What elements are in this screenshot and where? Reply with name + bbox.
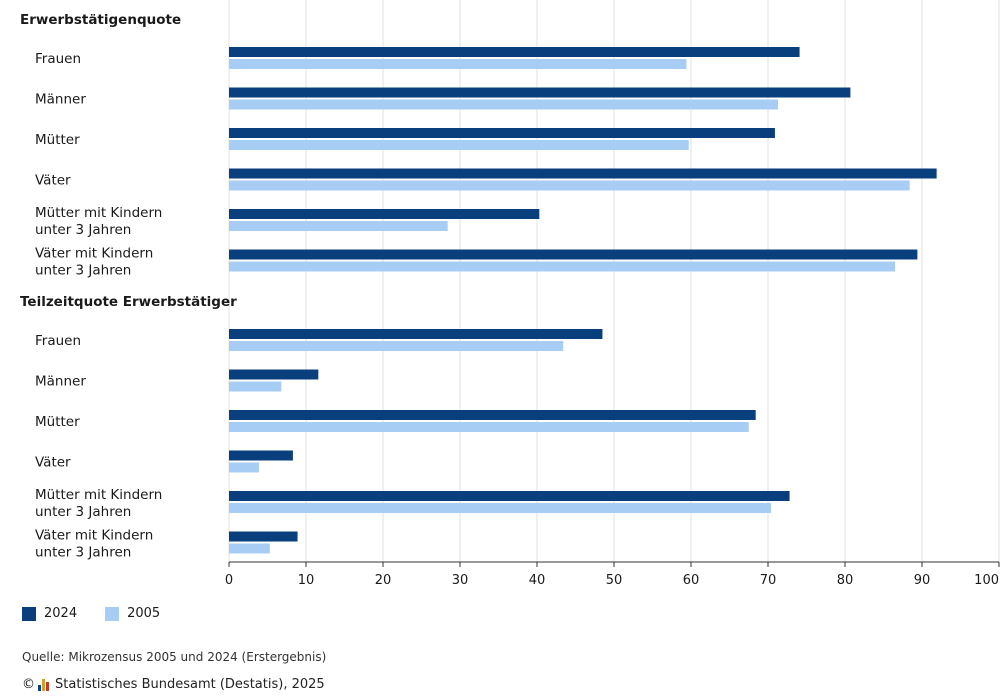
- category-label: Mütter mit Kindern: [35, 205, 162, 221]
- x-tick-label-90: 90: [914, 573, 931, 588]
- category-label: Mütter: [35, 414, 80, 430]
- destatis-logo-icon: [38, 678, 50, 691]
- bar-2024: [229, 329, 603, 339]
- bar-2005: [229, 99, 779, 110]
- x-tick-label-80: 80: [837, 573, 854, 588]
- bar-2024: [229, 168, 937, 179]
- bar-2005: [229, 543, 270, 554]
- bar-2005: [229, 381, 282, 392]
- category-label: Männer: [35, 374, 86, 390]
- x-tick-label-10: 10: [298, 573, 315, 588]
- bar-2024: [229, 369, 319, 380]
- bar-2005: [229, 221, 448, 231]
- category-label: Frauen: [35, 333, 81, 349]
- footer: © Statistisches Bundesamt (Destatis), 20…: [22, 677, 325, 692]
- bar-2024: [229, 531, 298, 542]
- category-label: Väter mit Kindern: [35, 528, 153, 544]
- x-tick-label-0: 0: [225, 573, 233, 588]
- x-tick-label-100: 100: [974, 573, 999, 588]
- category-label: unter 3 Jahren: [35, 263, 131, 279]
- legend-label-2024: 2024: [44, 606, 78, 621]
- category-label: Mütter mit Kindern: [35, 487, 162, 503]
- bar-2024: [229, 249, 918, 260]
- copyright-symbol: ©: [22, 677, 35, 692]
- category-label: Väter mit Kindern: [35, 246, 153, 262]
- bar-2005: [229, 180, 910, 191]
- legend-label-2005: 2005: [127, 606, 161, 621]
- category-label: Männer: [35, 92, 86, 108]
- bar-2024: [229, 450, 293, 461]
- category-label: unter 3 Jahren: [35, 222, 131, 238]
- x-tick-label-60: 60: [683, 573, 700, 588]
- x-tick-label-70: 70: [760, 573, 777, 588]
- legend: 2024 2005: [22, 606, 188, 621]
- category-label: unter 3 Jahren: [35, 504, 131, 520]
- bar-2024: [229, 410, 756, 420]
- category-label: unter 3 Jahren: [35, 545, 131, 561]
- publisher: Statistisches Bundesamt (Destatis), 2025: [55, 677, 325, 692]
- bar-2005: [229, 59, 687, 69]
- legend-swatch-2005: [105, 606, 120, 621]
- source-note: Quelle: Mikrozensus 2005 und 2024 (Erste…: [22, 650, 327, 664]
- bar-2024: [229, 128, 775, 138]
- category-label: Väter: [35, 455, 71, 471]
- category-label: Frauen: [35, 51, 81, 67]
- legend-item-2024[interactable]: 2024: [22, 606, 77, 621]
- bar-2005: [229, 462, 260, 473]
- legend-swatch-2024: [22, 606, 36, 621]
- bar-2024: [229, 491, 790, 501]
- bar-2005: [229, 140, 689, 150]
- bar-2024: [229, 209, 540, 219]
- bar-2005: [229, 261, 896, 272]
- bar-2024: [229, 47, 800, 57]
- x-tick-label-20: 20: [375, 573, 392, 588]
- bar-2005: [229, 341, 564, 351]
- bar-2005: [229, 503, 772, 513]
- bar-2005: [229, 422, 749, 432]
- category-label: Väter: [35, 173, 71, 189]
- group-title-1: Erwerbstätigenquote: [20, 12, 181, 28]
- x-tick-label-50: 50: [606, 573, 623, 588]
- category-label: Mütter: [35, 132, 80, 148]
- x-tick-label-40: 40: [529, 573, 546, 588]
- group-title-2: Teilzeitquote Erwerbstätiger: [20, 294, 237, 310]
- bar-chart: 0 10 20 30 40 50 60 70 80 90 100 Erwerbstätigenquot…: [20, 0, 1000, 588]
- x-tick-label-30: 30: [452, 573, 469, 588]
- legend-item-2005[interactable]: 2005: [105, 606, 160, 621]
- bar-2024: [229, 87, 851, 98]
